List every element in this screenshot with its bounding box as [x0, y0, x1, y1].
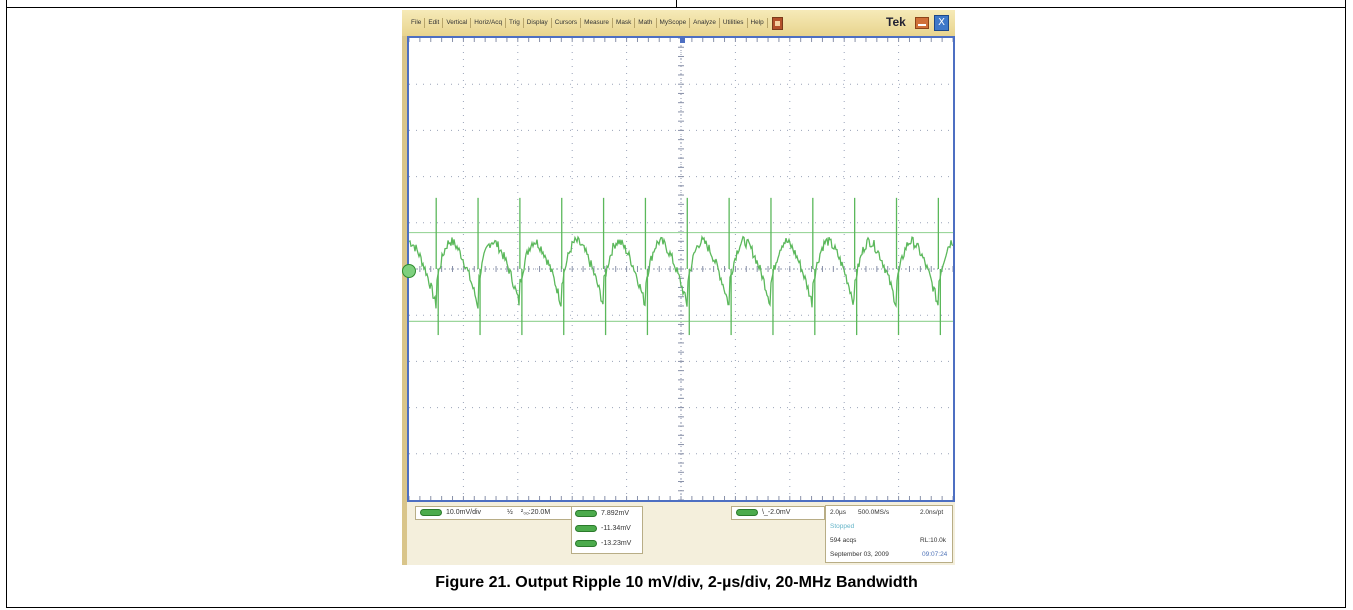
measurement-1-value: 7.892mV	[601, 510, 630, 517]
channel-scale: 10.0mV/div	[446, 509, 482, 516]
timebase: 2.0µs	[830, 509, 847, 516]
bandwidth-readout: ²₀ₒ:20.0M	[520, 509, 551, 516]
menu-file[interactable]: File	[408, 18, 426, 28]
menu-edit[interactable]: Edit	[425, 18, 444, 28]
menu-vertical[interactable]: Vertical	[443, 18, 472, 28]
restore-icon: X	[938, 17, 945, 28]
record-length: RL:10.0k	[920, 537, 947, 544]
menu-analyze[interactable]: Analyze	[690, 18, 720, 28]
trigger-readout-box[interactable]: \_-2.0mV	[731, 506, 825, 520]
table-top-border	[6, 0, 1346, 8]
tek-logo: Tek	[886, 15, 906, 29]
restore-button[interactable]: X	[934, 15, 949, 31]
trigger-position-marker[interactable]	[680, 37, 685, 43]
toolbar-app-icon[interactable]	[771, 16, 783, 30]
measurement-3-value: -13.23mV	[601, 540, 632, 547]
channel-readout-box[interactable]: 10.0mV/div ½ ²₀ₒ:20.0M	[415, 506, 573, 520]
readout-panel: 10.0mV/div ½ ²₀ₒ:20.0M 7.892mV -11.34mV …	[407, 502, 955, 565]
measurement-2-badge	[575, 525, 597, 532]
acquisition-time: 09:07:24	[922, 551, 948, 558]
minimize-button[interactable]	[915, 17, 929, 29]
menu-myscope[interactable]: MyScope	[657, 18, 691, 28]
menu-mask[interactable]: Mask	[613, 18, 636, 28]
measurement-2-value: -11.34mV	[601, 525, 631, 532]
figure-caption: Figure 21. Output Ripple 10 mV/div, 2-µs…	[435, 574, 918, 591]
graticule	[409, 38, 953, 500]
measurement-3-badge	[575, 540, 597, 547]
measurement-box[interactable]: 7.892mV -11.34mV -13.23mV	[571, 506, 643, 554]
waveform-display	[407, 36, 955, 502]
bandwidth-limit-icon: ½	[507, 509, 513, 516]
menu-measure[interactable]: Measure	[581, 18, 613, 28]
menu-cursors[interactable]: Cursors	[552, 18, 582, 28]
menu-utilities[interactable]: Utilities	[720, 18, 748, 28]
menu-display[interactable]: Display	[524, 18, 552, 28]
trigger-source-badge	[736, 509, 758, 516]
channel-1-ground-marker[interactable]	[402, 264, 416, 278]
menu-help[interactable]: Help	[748, 18, 768, 28]
menu-math[interactable]: Math	[635, 18, 657, 28]
acquisition-box[interactable]: 2.0µs 500.0MS/s 2.0ns/pt Stopped 594 acq…	[825, 505, 953, 563]
acquisition-count: 594 acqs	[830, 537, 857, 544]
menu-bar: File Edit Vertical Horiz/Acq Trig Displa…	[402, 10, 955, 36]
channel-1-badge	[420, 509, 442, 516]
acquisition-date: September 03, 2009	[830, 551, 889, 558]
ripple-trace	[409, 234, 953, 309]
measurement-1-badge	[575, 510, 597, 517]
trigger-level: \_-2.0mV	[762, 509, 791, 516]
sample-rate: 500.0MS/s	[858, 509, 890, 516]
minimize-icon	[918, 24, 926, 26]
run-state: Stopped	[830, 523, 855, 530]
figure-frame	[6, 8, 1346, 608]
oscilloscope-window: File Edit Vertical Horiz/Acq Trig Displa…	[402, 10, 955, 565]
menu-trig[interactable]: Trig	[506, 18, 524, 28]
resolution: 2.0ns/pt	[920, 509, 944, 516]
menu-horiz-acq[interactable]: Horiz/Acq	[471, 18, 506, 28]
